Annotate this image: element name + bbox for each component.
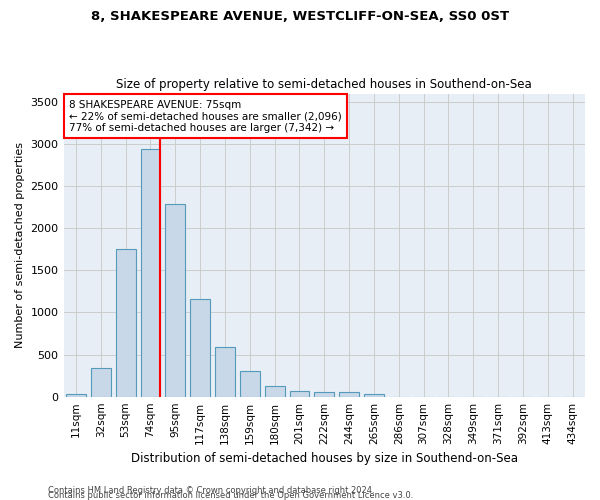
Bar [364,394,384,396]
Bar [91,368,111,396]
Bar [314,392,334,396]
Bar [339,392,359,396]
Y-axis label: Number of semi-detached properties: Number of semi-detached properties [15,142,25,348]
X-axis label: Distribution of semi-detached houses by size in Southend-on-Sea: Distribution of semi-detached houses by … [131,452,518,465]
Bar [240,372,260,396]
Bar [66,394,86,396]
Title: Size of property relative to semi-detached houses in Southend-on-Sea: Size of property relative to semi-detach… [116,78,532,91]
Bar [140,149,160,396]
Bar [166,204,185,396]
Text: 8 SHAKESPEARE AVENUE: 75sqm
← 22% of semi-detached houses are smaller (2,096)
77: 8 SHAKESPEARE AVENUE: 75sqm ← 22% of sem… [69,100,341,133]
Bar [190,299,210,396]
Bar [265,386,284,396]
Bar [116,250,136,396]
Text: Contains public sector information licensed under the Open Government Licence v3: Contains public sector information licen… [48,491,413,500]
Bar [290,391,310,396]
Bar [215,347,235,397]
Text: 8, SHAKESPEARE AVENUE, WESTCLIFF-ON-SEA, SS0 0ST: 8, SHAKESPEARE AVENUE, WESTCLIFF-ON-SEA,… [91,10,509,23]
Text: Contains HM Land Registry data © Crown copyright and database right 2024.: Contains HM Land Registry data © Crown c… [48,486,374,495]
